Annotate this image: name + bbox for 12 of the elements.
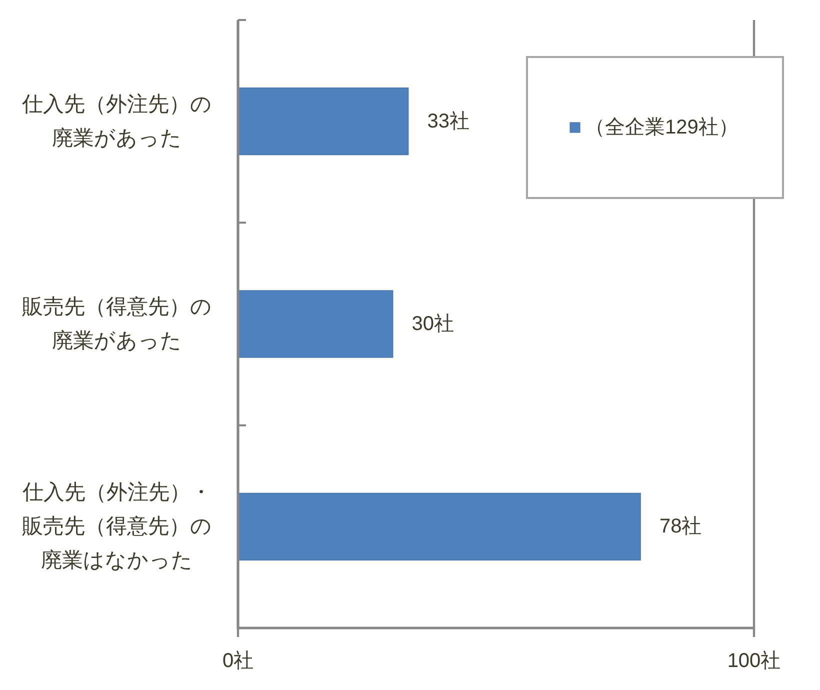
data-label: 33社 — [427, 110, 470, 132]
x-tick-label: 0社 — [222, 650, 254, 672]
bar — [238, 492, 641, 561]
y-tick-label: 仕入先（外注先）・販売先（得意先）の廃業はなかった — [22, 481, 212, 572]
bar — [238, 87, 409, 156]
x-tick-label: 100社 — [727, 650, 781, 672]
data-label: 30社 — [412, 313, 454, 335]
y-tick-label: 販売先（得意先）の廃業があった — [22, 296, 212, 352]
data-label: 78社 — [659, 516, 702, 538]
bar — [238, 290, 394, 358]
y-tick-label: 仕入先（外注先）の廃業があった — [21, 92, 212, 150]
legend-label: （全企業129社） — [585, 116, 738, 138]
